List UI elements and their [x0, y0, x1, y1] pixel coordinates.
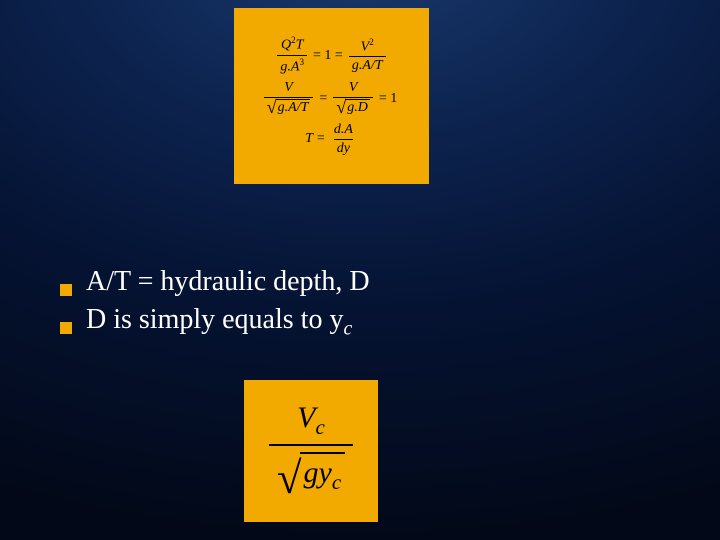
var: V	[346, 80, 361, 97]
equation-box-top: Q2T g.A3 = 1 = V2 g.A/T V √ g.A/T = V √	[234, 8, 429, 184]
exponent: 2	[369, 37, 374, 47]
fraction: V2 g.A/T	[349, 37, 386, 75]
var: g	[352, 58, 359, 73]
equation-line-2: V √ g.A/T = V √ g.D = 1	[262, 80, 402, 118]
equation-line-3: T = d.A dy	[305, 122, 358, 157]
denominator: dy	[334, 139, 353, 157]
fraction: V √ g.A/T	[264, 80, 314, 118]
fraction: V √ g.D	[333, 80, 373, 118]
numerator: d.A	[331, 122, 356, 139]
denominator: √ gyc	[269, 444, 353, 504]
radicand: g.A/T	[276, 99, 311, 116]
radicand: gyc	[300, 452, 346, 495]
var: T	[375, 58, 383, 73]
var: Q	[281, 38, 291, 53]
text: A/T = hydraulic depth, D	[86, 266, 370, 297]
bullet-text: A/T = hydraulic depth, D	[86, 264, 370, 300]
numerator: Vc	[289, 399, 333, 444]
sqrt: √ gyc	[277, 452, 345, 495]
var: T	[305, 131, 313, 147]
radicand: g.D	[345, 99, 370, 116]
var: V	[281, 80, 296, 97]
equals-one: = 1	[379, 91, 397, 107]
equals: =	[319, 91, 327, 107]
bullet-text: D is simply equals to yc	[86, 302, 352, 342]
bullet-marker-icon	[60, 322, 72, 334]
sqrt: √ g.A/T	[267, 99, 311, 116]
list-item: D is simply equals to yc	[60, 302, 660, 342]
list-item: A/T = hydraulic depth, D	[60, 264, 660, 300]
text: D is simply equals to y	[86, 304, 343, 335]
fraction: Q2T g.A3	[277, 35, 307, 75]
var: V	[297, 401, 315, 434]
subscript: c	[332, 470, 341, 494]
equation-line-1: Q2T g.A3 = 1 = V2 g.A/T	[275, 35, 387, 75]
equals: =	[317, 131, 325, 147]
sqrt: √ g.D	[336, 99, 370, 116]
var: g	[280, 60, 287, 75]
exponent: 3	[299, 57, 304, 67]
equals: = 1 =	[313, 48, 343, 64]
bullet-marker-icon	[60, 284, 72, 296]
fraction: Vc √ gyc	[269, 399, 353, 504]
var: T	[296, 38, 304, 53]
fraction: d.A dy	[331, 122, 356, 157]
subscript: c	[343, 319, 352, 340]
equation-box-bottom: Vc √ gyc	[244, 380, 378, 522]
bullet-list: A/T = hydraulic depth, D D is simply equ…	[60, 264, 660, 344]
var: A	[362, 58, 371, 73]
subscript: c	[315, 415, 324, 439]
var: gy	[304, 456, 332, 489]
var: V	[361, 39, 370, 54]
